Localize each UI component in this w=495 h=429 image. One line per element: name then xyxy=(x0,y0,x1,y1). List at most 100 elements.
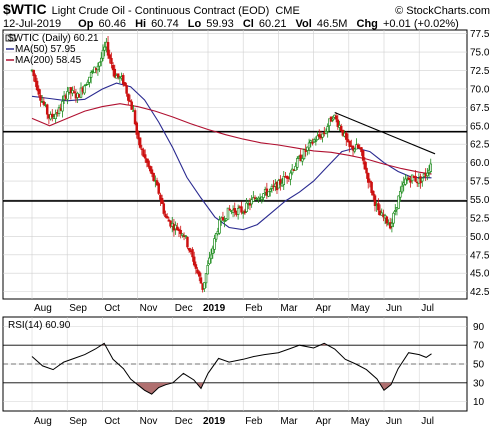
open-value: 60.46 xyxy=(99,18,127,30)
rsi-y-tick-label: 70 xyxy=(473,341,485,352)
candle-body xyxy=(282,176,286,186)
candle-body xyxy=(248,203,252,206)
candle-body xyxy=(348,140,351,147)
candle-body xyxy=(299,154,302,162)
candle-body xyxy=(262,193,265,198)
rsi-month-label: Feb xyxy=(245,416,263,427)
candle-body xyxy=(331,118,334,121)
candle-body xyxy=(285,175,289,179)
candle-body xyxy=(108,54,111,59)
candle-body xyxy=(198,271,201,277)
candle-body xyxy=(176,226,179,231)
candle-body xyxy=(294,165,297,171)
candle-body xyxy=(267,191,270,197)
price-candles xyxy=(30,35,432,293)
candle-body xyxy=(79,87,83,98)
chg-value: +0.01 (+0.02%) xyxy=(383,18,459,30)
watermark: © StockCharts.com xyxy=(395,5,490,17)
candle-body xyxy=(351,145,355,151)
candle-body xyxy=(42,101,46,105)
candle-body xyxy=(368,180,372,183)
price-month-label: Jul xyxy=(421,303,434,314)
candle-body xyxy=(184,235,188,237)
price-y-tick-label: 67.5 xyxy=(470,103,490,114)
candle-body xyxy=(380,212,383,216)
candle-body xyxy=(165,216,169,219)
price-x-ticks: Aug Sep Oct Nov Dec 2019 Feb Mar Apr May Jun Jul xyxy=(34,303,434,314)
candle-body xyxy=(106,42,110,56)
candle-body xyxy=(324,130,328,134)
candle-body xyxy=(326,126,329,132)
close-label: Cl xyxy=(243,18,254,30)
candle-body xyxy=(360,147,363,153)
rsi-y-tick-label: 10 xyxy=(473,397,485,408)
candle-body xyxy=(356,144,360,148)
candle-body xyxy=(336,119,340,127)
candle-body xyxy=(250,199,253,205)
candle-body xyxy=(86,81,90,85)
candle-body xyxy=(111,64,115,71)
candle-body xyxy=(208,257,211,265)
price-month-label: Nov xyxy=(140,303,158,314)
candle-body xyxy=(426,172,429,177)
candle-body xyxy=(209,254,213,260)
candle-body xyxy=(140,148,144,150)
candle-body xyxy=(334,115,338,120)
candle-body xyxy=(137,132,140,140)
candle-body xyxy=(429,163,432,172)
candle-body xyxy=(394,210,397,212)
candle-body xyxy=(181,233,184,236)
rsi-month-label: Oct xyxy=(104,416,120,427)
candle-body xyxy=(39,95,42,101)
candle-body xyxy=(186,236,189,248)
candle-body xyxy=(51,113,54,118)
candle-body xyxy=(84,84,88,86)
rsi-month-label: Dec xyxy=(175,416,193,427)
candle-body xyxy=(204,273,208,284)
candle-body xyxy=(421,177,424,182)
candle-body xyxy=(113,68,117,78)
candle-body xyxy=(194,264,198,269)
rsi-month-label: Nov xyxy=(140,416,158,427)
rsi-month-label: May xyxy=(351,416,370,427)
candle-body xyxy=(399,191,402,198)
candle-body xyxy=(123,82,127,86)
low-label: Lo xyxy=(188,18,202,30)
candle-body xyxy=(252,197,255,202)
candle-body xyxy=(152,172,155,182)
candle-body xyxy=(103,46,106,51)
price-levels xyxy=(3,130,467,202)
candle-body xyxy=(410,174,414,182)
legend-price: $WTIC (Daily) 60.21 xyxy=(8,33,99,44)
candle-body xyxy=(316,135,319,140)
candle-body xyxy=(54,113,57,120)
price-month-label: Apr xyxy=(316,303,332,314)
price-y-tick-label: 70.0 xyxy=(470,84,490,95)
candle-body xyxy=(328,118,331,127)
candle-body xyxy=(404,178,407,185)
header-name: Light Crude Oil - Continuous Contract (E… xyxy=(52,5,270,17)
price-month-label: Jun xyxy=(386,303,402,314)
high-label: Hi xyxy=(135,18,146,30)
candle-body xyxy=(213,238,216,250)
legend-rsi: RSI(14) 60.90 xyxy=(8,320,71,331)
candle-body xyxy=(321,133,324,138)
rsi-x-ticks: Aug Sep Oct Nov Dec 2019 Feb Mar Apr May Jun Jul xyxy=(34,416,434,427)
candle-body xyxy=(162,203,166,214)
candle-body xyxy=(142,149,145,157)
candle-body xyxy=(363,161,367,170)
candle-body xyxy=(301,158,304,162)
price-y-tick-label: 62.5 xyxy=(470,140,490,151)
header-exchange: CME xyxy=(275,5,299,17)
candle-body xyxy=(101,49,105,59)
price-panel-frame xyxy=(2,29,468,300)
vol-label: Vol xyxy=(296,18,312,30)
candle-body xyxy=(133,110,137,125)
price-y-tick-label: 55.0 xyxy=(470,195,490,206)
price-month-label: May xyxy=(351,303,370,314)
candle-body xyxy=(96,65,100,71)
rsi-line xyxy=(31,342,432,395)
candle-body xyxy=(157,183,160,194)
candle-body xyxy=(149,165,152,172)
candle-body xyxy=(179,229,182,235)
